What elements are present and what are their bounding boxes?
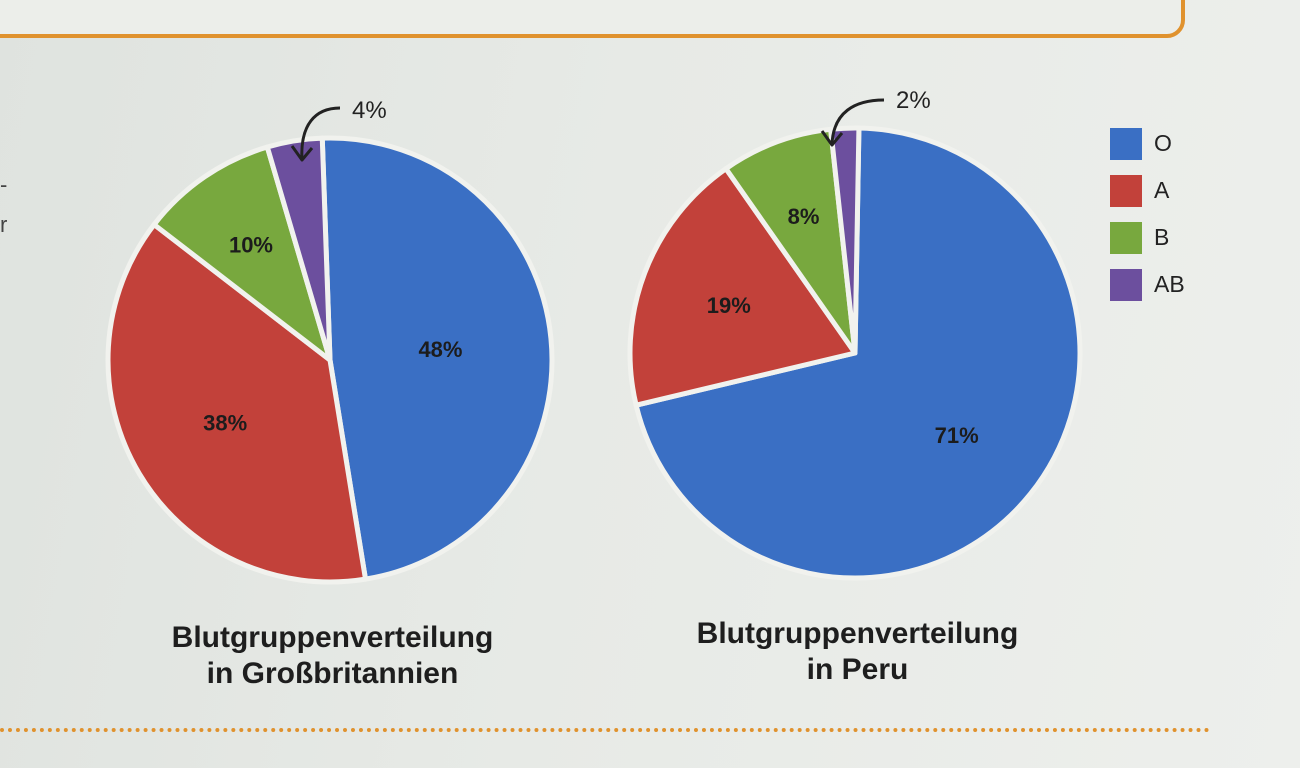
pie-slice-a [105,222,368,585]
caption-line1: Blutgruppenverteilung [171,621,494,654]
pie-slice-b [723,126,858,356]
edge-text-2: r [0,212,8,237]
legend-item-a: A [1110,167,1185,214]
pie-label-ab: 2% [896,87,931,114]
pie-label-a: 19% [707,293,751,318]
legend-label-o: O [1154,130,1172,156]
pie-label-b: 10% [229,233,273,258]
pie-label-o: 71% [935,423,979,448]
legend-item-ab: AB [1110,261,1185,308]
callout-arrow [300,106,341,161]
pie-slice-a [627,166,858,408]
legend-swatch-b [1110,221,1142,254]
pie-slice-ab [264,135,333,363]
legend-item-b: B [1110,214,1185,261]
pie-label-ab: 4% [352,97,387,124]
legend: O A B AB [1110,120,1185,308]
legend-swatch-ab [1110,268,1142,301]
legend-label-ab: AB [1154,271,1185,297]
pie-chart-grossbritannien: 48% 38% 10% 4% [105,97,555,585]
caption-peru: Blutgruppenverteilung in Peru [655,616,1060,688]
caption-grossbritannien: Blutgruppenverteilung in Großbritannien [130,620,535,692]
pie-chart-peru: 71% 19% 8% 2% [627,87,1083,581]
top-info-box [0,0,1185,38]
pie-label-o: 48% [418,337,462,362]
dotted-divider [0,728,1210,732]
pie-slice-o [633,125,1083,581]
legend-label-a: A [1154,177,1170,203]
legend-label-b: B [1154,224,1170,250]
callout-arrowhead [290,145,314,162]
caption-line2: in Großbritannien [206,657,459,690]
pie-label-b: 8% [788,204,820,229]
pie-label-a: 38% [203,411,247,436]
pie-slice-ab [828,125,862,356]
caption-line1: Blutgruppenverteilung [696,617,1019,650]
callout-arrowhead [820,130,844,147]
legend-swatch-o [1110,127,1142,160]
pie-slice-o [319,135,555,582]
legend-swatch-a [1110,174,1142,207]
pie-slice-b [151,144,333,363]
legend-item-o: O [1110,120,1185,167]
caption-line2: in Peru [806,653,909,686]
callout-arrow [830,98,885,146]
edge-text-1: - [0,172,8,197]
